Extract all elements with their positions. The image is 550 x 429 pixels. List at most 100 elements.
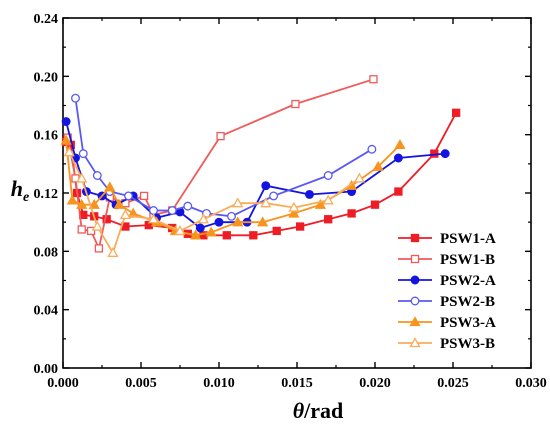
- data-point: [76, 172, 88, 183]
- data-point: [314, 198, 327, 209]
- data-point: [61, 117, 71, 126]
- data-point: [288, 201, 300, 212]
- y-tick-label: 0.20: [34, 70, 59, 85]
- data-point: [269, 191, 279, 201]
- x-tick-label: 0.010: [203, 376, 235, 391]
- x-tick-label: 0.020: [359, 376, 391, 391]
- data-point: [86, 226, 96, 236]
- data-point: [324, 215, 333, 224]
- y-tick-label: 0.16: [34, 129, 59, 144]
- data-point: [76, 198, 88, 209]
- data-point: [261, 181, 271, 191]
- legend-item: PSW2-A: [398, 273, 496, 289]
- legend-marker: [409, 337, 421, 348]
- data-point: [369, 75, 378, 84]
- data-point: [77, 225, 86, 234]
- data-point: [323, 171, 333, 180]
- data-point: [147, 213, 160, 224]
- data-point: [451, 108, 461, 117]
- data-point: [91, 220, 103, 231]
- legend-marker: [410, 296, 420, 306]
- y-tick-label: 0.24: [34, 12, 59, 27]
- data-point: [92, 171, 102, 180]
- data-point: [149, 206, 158, 215]
- data-point: [71, 93, 80, 103]
- data-point: [189, 229, 202, 240]
- data-point: [94, 244, 104, 253]
- axis-labels: he θ/rad: [11, 176, 344, 423]
- x-axis-label-unit: /rad: [303, 398, 343, 423]
- data-point: [322, 194, 334, 205]
- data-point: [347, 209, 356, 218]
- y-tick-label: 0.08: [34, 245, 59, 260]
- legend-marker: [409, 316, 421, 327]
- legend-label: PSW3-A: [440, 315, 496, 331]
- series-layer: [60, 75, 461, 257]
- legend-label: PSW2-B: [440, 294, 495, 310]
- data-point: [167, 206, 177, 215]
- data-point: [249, 231, 258, 240]
- series-psw2-a: [61, 117, 450, 233]
- data-point: [272, 226, 281, 236]
- x-tick-label: 0.030: [515, 376, 547, 391]
- data-point: [291, 99, 300, 109]
- data-point: [63, 146, 75, 157]
- y-axis-label-subscript: e: [23, 190, 29, 205]
- data-point: [113, 198, 125, 209]
- x-axis-label: θ/rad: [293, 398, 344, 423]
- y-tick-label: 0.00: [34, 362, 59, 377]
- y-axis-label-symbol: h: [11, 176, 23, 201]
- data-point: [393, 153, 403, 163]
- data-point: [353, 172, 366, 183]
- data-point: [214, 217, 224, 227]
- legend-item: PSW3-B: [398, 336, 495, 352]
- data-point: [295, 222, 305, 231]
- data-point: [124, 191, 133, 201]
- legend: PSW1-A PSW1-B PSW2-A PSW2-B PSW3-A PSW3-B: [398, 231, 496, 352]
- data-point: [305, 190, 314, 199]
- legend-item: PSW3-A: [398, 315, 496, 331]
- x-tick-label: 0.015: [281, 376, 313, 391]
- legend-item: PSW1-A: [398, 231, 496, 247]
- series-psw3-a: [60, 134, 406, 240]
- data-point: [107, 246, 119, 257]
- series-line: [65, 121, 446, 229]
- data-point: [372, 160, 384, 171]
- axes-layer: 0.000 0.005 0.010 0.015 0.020 0.025 0.030 0.00 0…: [34, 12, 547, 391]
- data-point: [78, 149, 88, 159]
- x-tick-label: 0.000: [47, 376, 79, 391]
- data-point: [195, 223, 205, 233]
- data-point: [205, 226, 217, 237]
- data-point: [288, 207, 300, 218]
- x-tick-label: 0.005: [125, 376, 157, 391]
- legend-item: PSW1-B: [398, 252, 495, 268]
- data-point: [197, 213, 210, 224]
- data-point: [139, 191, 149, 201]
- legend-label: PSW1-B: [440, 252, 495, 268]
- data-point: [260, 197, 272, 208]
- data-point: [394, 187, 403, 196]
- data-point: [232, 197, 244, 208]
- y-tick-label: 0.04: [34, 304, 59, 319]
- data-point: [370, 200, 380, 209]
- legend-label: PSW1-A: [440, 231, 496, 247]
- y-tick-label: 0.12: [34, 187, 59, 202]
- data-point: [216, 131, 225, 141]
- data-point: [222, 231, 231, 240]
- data-point: [183, 201, 193, 211]
- legend-marker: [410, 233, 420, 243]
- series-psw3-b: [63, 146, 366, 257]
- legend-marker: [410, 254, 420, 264]
- legend-label: PSW3-B: [440, 336, 495, 352]
- data-point: [227, 211, 236, 221]
- legend-item: PSW2-B: [398, 294, 495, 310]
- data-point: [257, 216, 269, 227]
- legend-marker: [410, 275, 420, 285]
- data-point: [394, 139, 406, 150]
- y-axis-label: he: [11, 176, 29, 205]
- data-point: [440, 149, 450, 159]
- data-point: [119, 209, 132, 220]
- x-axis-label-symbol: θ: [293, 398, 305, 423]
